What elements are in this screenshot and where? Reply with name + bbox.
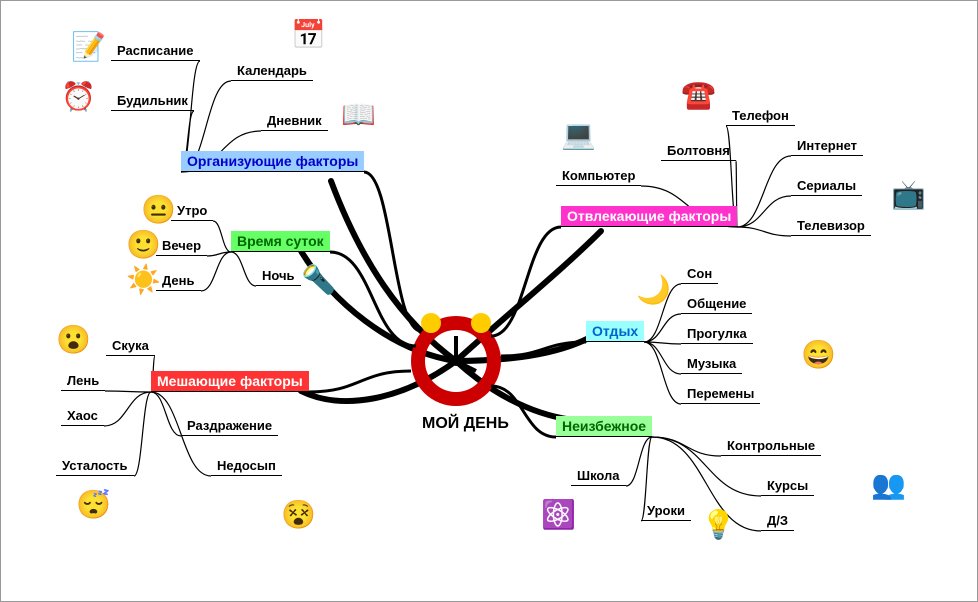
- icon-courses-icon: 👥: [871, 471, 906, 499]
- branch-inevitable: Неизбежное: [556, 416, 652, 437]
- icon-night-icon: 🔦: [301, 266, 336, 294]
- icon-day-icon: ☀️: [126, 266, 161, 294]
- leaf-distracting-chatter: Болтовня: [661, 141, 736, 161]
- icon-morning-icon: 😐: [141, 196, 176, 224]
- branch-hindering: Мешающие факторы: [151, 371, 309, 392]
- leaf-hindering-irritation: Раздражение: [181, 416, 278, 436]
- leaf-rest-breaks: Перемены: [681, 384, 760, 404]
- icon-schedule-icon: 📝: [71, 33, 106, 61]
- icon-boredom-icon: 😮: [56, 326, 91, 354]
- icon-tiredness-icon: 😴: [76, 491, 111, 519]
- icon-lessons-icon: 💡: [701, 511, 736, 539]
- leaf-distracting-internet: Интернет: [791, 136, 863, 156]
- leaf-hindering-nosleep: Недосып: [211, 456, 282, 476]
- leaf-inevitable-lessons: Уроки: [641, 501, 691, 521]
- leaf-organizing-schedule: Расписание: [111, 41, 200, 61]
- mindmap-canvas: МОЙ ДЕНЬ Организующие факторы Расписание📝 Б…: [0, 0, 978, 602]
- icon-phone-icon: ☎️: [681, 81, 716, 109]
- leaf-distracting-tv: Телевизор: [791, 216, 871, 236]
- leaf-hindering-tiredness: Усталость: [56, 456, 134, 476]
- branch-timeofday: Время суток: [231, 231, 330, 252]
- icon-sleep-icon: 🌙: [636, 276, 671, 304]
- leaf-rest-talk: Общение: [681, 294, 752, 314]
- leaf-hindering-chaos: Хаос: [61, 406, 104, 426]
- icon-computer-icon: 💻: [561, 121, 596, 149]
- leaf-distracting-serials: Сериалы: [791, 176, 862, 196]
- icon-school-icon: ⚛️: [541, 501, 576, 529]
- center-label: МОЙ ДЕНЬ: [416, 413, 515, 435]
- leaf-timeofday-morning: Утро: [171, 201, 213, 221]
- leaf-inevitable-courses: Курсы: [761, 476, 814, 496]
- icon-alarm-icon: ⏰: [61, 83, 96, 111]
- icon-nosleep-icon: 😵: [281, 501, 316, 529]
- leaf-timeofday-day: День: [156, 271, 201, 291]
- icon-music-icon: 😄: [801, 341, 836, 369]
- icon-diary-icon: 📖: [341, 101, 376, 129]
- branch-organizing: Организующие факторы: [181, 151, 364, 172]
- leaf-inevitable-school: Школа: [571, 466, 626, 486]
- leaf-rest-walk: Прогулка: [681, 324, 753, 344]
- leaf-inevitable-tests: Контрольные: [721, 436, 821, 456]
- leaf-organizing-diary: Дневник: [261, 111, 328, 131]
- branch-rest: Отдых: [586, 321, 644, 342]
- leaf-timeofday-night: Ночь: [256, 266, 301, 286]
- leaf-organizing-alarm: Будильник: [111, 91, 194, 111]
- leaf-distracting-phone: Телефон: [726, 106, 795, 126]
- leaf-rest-sleep: Сон: [681, 264, 718, 284]
- leaf-inevitable-homework: Д/З: [761, 511, 794, 531]
- leaf-hindering-boredom: Скука: [106, 336, 155, 356]
- leaf-distracting-computer: Компьютер: [556, 166, 641, 186]
- leaf-hindering-laziness: Лень: [61, 371, 105, 391]
- leaf-organizing-calendar: Календарь: [231, 61, 313, 81]
- icon-calendar-icon: 📅: [291, 21, 326, 49]
- branch-distracting: Отвлекающие факторы: [561, 206, 737, 227]
- icon-evening-icon: 🙂: [126, 231, 161, 259]
- leaf-timeofday-evening: Вечер: [156, 236, 207, 256]
- leaf-rest-music: Музыка: [681, 354, 742, 374]
- icon-tv-icon: 📺: [891, 181, 926, 209]
